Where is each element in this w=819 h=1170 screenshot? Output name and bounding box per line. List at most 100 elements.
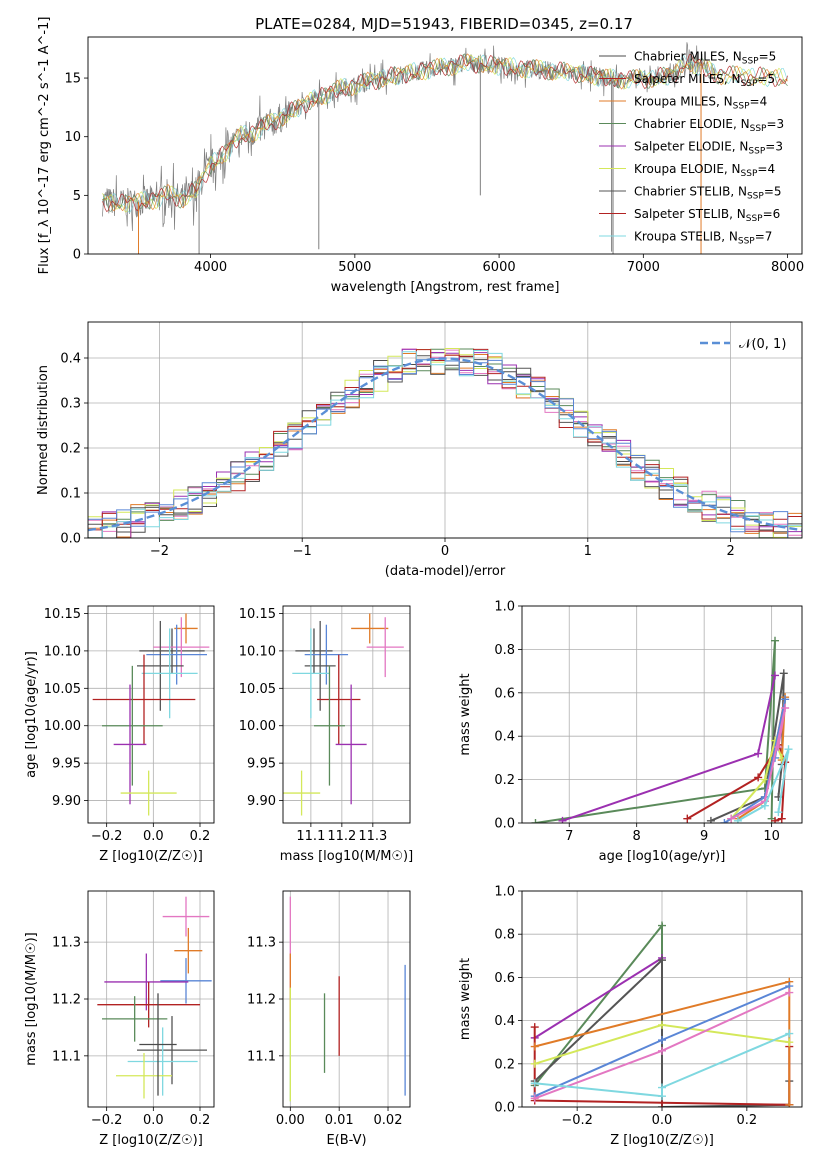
x-tick-label: −0.2 — [561, 1113, 593, 1128]
x-axis-label: (data-model)/error — [385, 564, 506, 579]
x-tick-label: 10 — [763, 829, 780, 844]
weight-marker — [760, 801, 769, 810]
x-tick-label: 2 — [726, 544, 734, 559]
weight-marker — [733, 816, 742, 823]
y-tick-label: 0.3 — [60, 397, 81, 412]
y-axis-label: Flux [f_λ 10^-17 erg cm^-2 s^-1 A^-1] — [37, 17, 52, 275]
weight-line — [562, 675, 776, 822]
x-tick-label: 0.2 — [737, 1113, 758, 1128]
y-tick-label: 10.05 — [44, 682, 81, 697]
weight-marker — [658, 1092, 666, 1101]
weight-marker — [658, 1083, 666, 1092]
spectrum-data-line — [102, 42, 716, 232]
legend-label: Kroupa ELODIE, NSSP=4 — [634, 162, 775, 179]
plot-area-mass_weight_vs_age — [531, 636, 793, 823]
x-tick-label: 1 — [584, 544, 592, 559]
y-axis-label: mass weight — [458, 958, 473, 1040]
spectrum-model-line — [102, 54, 788, 213]
x-tick-label: 0.0 — [143, 829, 164, 844]
weight-marker — [771, 816, 780, 823]
plot-area-mass_vs_Z — [97, 896, 212, 1099]
x-axis-label: Z [log10(Z/Z☉)] — [99, 849, 203, 864]
plot-frame — [521, 890, 803, 1108]
y-tick-label: 11.3 — [52, 936, 81, 951]
plot-area-age_vs_mass — [283, 613, 404, 816]
y-tick-label: 0.4 — [494, 1014, 515, 1029]
weight-marker — [658, 1036, 666, 1045]
weight-marker — [530, 1059, 539, 1068]
y-tick-label: 15 — [64, 72, 81, 87]
y-tick-label: 9.95 — [52, 757, 81, 772]
y-axis-label: age [log10(age/yr)] — [24, 651, 39, 778]
y-tick-label: 11.3 — [247, 936, 276, 951]
weight-line — [534, 1032, 790, 1098]
y-tick-label: 1.0 — [494, 885, 515, 900]
x-tick-label: 8000 — [771, 260, 804, 275]
plot-area-mass_weight_vs_Z — [530, 921, 794, 1107]
y-tick-label: 0.2 — [494, 773, 515, 788]
spectrum-model-line — [102, 53, 788, 213]
weight-marker — [720, 819, 729, 823]
y-tick-label: 0.6 — [494, 686, 515, 701]
weight-marker — [658, 956, 666, 965]
legend: Chabrier MILES, NSSP=5 Salpeter MILES, NS… — [599, 50, 784, 247]
y-tick-label: 10.00 — [239, 719, 276, 734]
x-tick-label: −2 — [150, 544, 169, 559]
weight-line — [535, 640, 776, 823]
legend-label: Salpeter MILES, NSSP=5 — [634, 72, 775, 89]
weight-marker — [706, 816, 715, 823]
legend: 𝒩(0, 1) — [700, 337, 786, 352]
weight-marker — [777, 814, 786, 823]
legend-label: Kroupa STELIB, NSSP=7 — [634, 230, 772, 247]
weight-marker — [771, 671, 780, 680]
x-tick-label: 7 — [565, 829, 573, 844]
legend-label: Salpeter STELIB, NSSP=6 — [634, 207, 780, 224]
y-tick-label: 9.95 — [247, 757, 276, 772]
legend-label: Chabrier STELIB, NSSP=5 — [634, 185, 782, 202]
weight-line — [533, 922, 663, 1103]
x-tick-label: 11.1 — [296, 829, 325, 844]
plot-frame — [87, 321, 803, 539]
weight-marker — [530, 1079, 539, 1088]
y-tick-label: 0.1 — [60, 487, 81, 502]
x-tick-label: 0.2 — [190, 829, 211, 844]
weight-marker — [779, 669, 788, 678]
y-tick-label: 0.6 — [494, 971, 515, 986]
y-axis-label: mass [log10(M/M☉)] — [24, 932, 39, 1065]
x-tick-label: 6000 — [483, 260, 516, 275]
axes-age_vs_Z: −0.2 0.0 0.2 9.90 9.95 10.00 10.05 10.10 10.15 Z … — [24, 606, 214, 864]
plot-area-residuals — [88, 348, 802, 538]
x-tick-label: 0.0 — [652, 1113, 673, 1128]
plot-frame — [87, 890, 215, 1108]
y-tick-label: 11.1 — [52, 1049, 81, 1064]
plot-area-spectrum — [102, 42, 788, 254]
x-tick-label: 0.0 — [143, 1113, 164, 1128]
x-tick-label: 5000 — [338, 260, 371, 275]
weight-marker — [771, 636, 780, 645]
weight-marker — [658, 1020, 666, 1029]
y-tick-label: 10 — [64, 130, 81, 145]
x-tick-label: 0.01 — [325, 1113, 354, 1128]
weight-marker — [530, 1094, 539, 1103]
weight-marker — [754, 749, 763, 758]
y-tick-label: 9.90 — [52, 794, 81, 809]
legend-label: 𝒩(0, 1) — [739, 337, 786, 352]
y-tick-label: 5 — [73, 189, 81, 204]
weight-marker — [784, 745, 793, 754]
y-tick-label: 0.2 — [494, 1057, 515, 1072]
plot-frame — [87, 36, 803, 255]
weight-marker — [658, 921, 666, 930]
weight-marker — [774, 808, 783, 817]
y-tick-label: 0.4 — [494, 730, 515, 745]
axes-mass_vs_Z: −0.2 0.0 0.2 11.1 11.2 11.3 Z [log10(Z/Z☉)] mas… — [24, 891, 214, 1148]
x-axis-label: Z [log10(Z/Z☉)] — [610, 1133, 714, 1148]
weight-marker — [683, 814, 692, 823]
weight-marker — [530, 1042, 539, 1051]
legend-label: Salpeter ELODIE, NSSP=3 — [634, 140, 783, 157]
x-tick-label: 0.00 — [276, 1113, 305, 1128]
plot-area-age_vs_Z — [92, 613, 210, 816]
plot-area-mass_vs_ebv — [289, 896, 406, 1102]
plot-frame — [87, 605, 215, 824]
weight-marker — [531, 819, 540, 823]
